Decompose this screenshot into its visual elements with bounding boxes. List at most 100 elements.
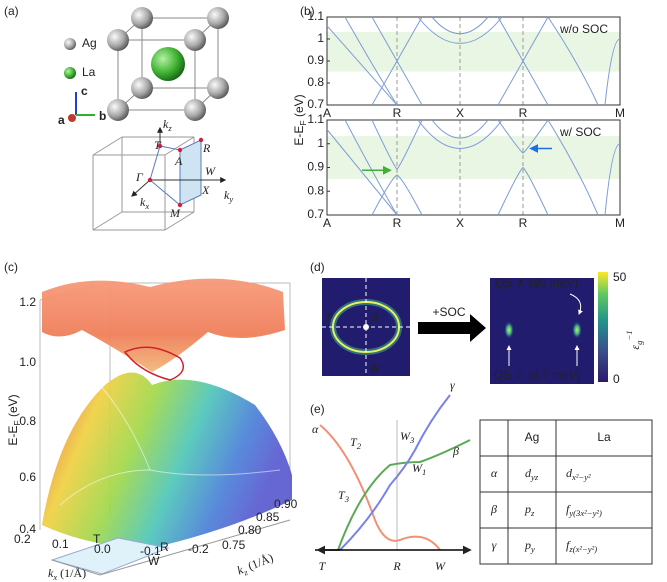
legend-ag	[64, 38, 76, 50]
kz-label: kz (1/Å)	[235, 550, 276, 579]
label-sub: x	[144, 201, 149, 211]
label-rest: (eV)	[6, 394, 20, 420]
bz-point	[148, 178, 152, 182]
panel-label: (a)	[4, 4, 19, 18]
gap-spot	[504, 321, 514, 339]
label-sub: y(3x²−y²)	[568, 508, 602, 518]
ag-atom	[184, 29, 206, 51]
y-tick-label: 1.1	[307, 112, 324, 126]
band-label: β	[452, 444, 459, 458]
figure: (a)AgLacabkzkxkyTRAΓWMX(b)E-EF (eV)1.110…	[0, 0, 667, 582]
la-atom	[151, 47, 185, 81]
panel-label: (e)	[310, 402, 325, 416]
legend-label: Ag	[82, 36, 97, 50]
colorbar	[598, 272, 608, 382]
y-tick-label: 0.8	[307, 183, 324, 197]
kz-tick-label: 0.75	[222, 538, 246, 552]
label-sub: g	[634, 340, 644, 345]
label-sub: 3	[409, 435, 415, 445]
y-tick-label: 0.9	[307, 53, 324, 67]
table-cell: dx²−y²	[566, 466, 591, 482]
x-tick-label: M	[615, 106, 625, 120]
crossing-label: W3	[400, 429, 415, 445]
bz-point-label: M	[169, 206, 181, 220]
bz-label: kz	[163, 117, 172, 133]
soc-window	[327, 136, 620, 179]
band-label: γ	[450, 378, 455, 392]
band-gamma	[340, 395, 450, 550]
label-sub: y	[530, 544, 535, 554]
kz-tick-label: 0.85	[256, 510, 280, 524]
crossing-label: T3	[338, 488, 350, 504]
table-header: La	[597, 430, 611, 444]
label-rest: (1/Å)	[243, 550, 275, 574]
qs-label: QS ✗ (80 meV)	[495, 276, 578, 290]
k-point-label: W	[370, 361, 381, 375]
k-point-label: W	[148, 554, 160, 568]
label-base: E-E	[292, 126, 306, 146]
ag-atom	[184, 99, 206, 121]
band-label: α	[312, 422, 319, 436]
ag-atom	[207, 77, 229, 99]
legend-label: La	[82, 65, 96, 79]
plot-note: w/ SOC	[559, 125, 602, 139]
k-point-label: R	[392, 559, 401, 573]
ag-atom	[207, 7, 229, 29]
table-cell: γ	[492, 538, 497, 552]
bz-point-label: Γ	[135, 170, 144, 184]
k-point-label: R	[160, 540, 169, 554]
label-sub: z	[530, 508, 535, 518]
label-sub: z(x²−y²)	[568, 544, 597, 554]
label-sub: z	[167, 123, 172, 133]
label-sub: 1	[422, 467, 426, 477]
x-tick-label: M	[615, 216, 625, 230]
label-base: p	[524, 538, 531, 552]
table-cell: dyz	[525, 466, 539, 482]
ag-atom	[107, 99, 129, 121]
axis-a	[68, 114, 76, 122]
k-point-label: T	[93, 532, 101, 546]
panel-label: (c)	[4, 260, 18, 274]
x-tick-label: A	[323, 106, 331, 120]
ag-atom	[131, 77, 153, 99]
x-tick-label: X	[456, 216, 464, 230]
kx-tick-label: 0.2	[14, 532, 31, 546]
table-cell: fz(x²−y²)	[566, 538, 597, 554]
x-tick-label: A	[323, 216, 331, 230]
table-cell: α	[491, 466, 498, 480]
y-tick-label: 0.7	[307, 97, 324, 111]
legend-la	[64, 67, 76, 79]
band	[372, 175, 422, 215]
x-tick-label: R	[393, 216, 402, 230]
label-base: p	[524, 502, 531, 516]
label-sub: 2	[357, 441, 362, 451]
qs-label: QS ✓ (6.7 meV)	[494, 368, 581, 382]
k-point-label: W	[435, 559, 446, 573]
bz-point-label: X	[201, 183, 210, 197]
x-tick-label: R	[393, 106, 402, 120]
table-cell: py	[524, 538, 535, 554]
bz-plane	[180, 140, 201, 205]
k-point-label: R	[371, 310, 380, 324]
panel-label: (d)	[310, 260, 325, 274]
bz-label: kx	[140, 195, 149, 211]
y-tick-label: 0.7	[307, 207, 324, 221]
gap-spot	[572, 321, 582, 339]
label-sup: −1	[624, 330, 634, 340]
label-sub: yz	[530, 472, 539, 482]
bz-point-label: A	[174, 154, 183, 168]
axis-label: a	[58, 113, 65, 127]
ag-atom	[131, 7, 153, 29]
bz-point-label: W	[205, 164, 216, 178]
bz-edge	[93, 212, 122, 230]
z-tick-label: 0.8	[19, 414, 36, 428]
bz-point-label: R	[202, 141, 211, 155]
k-point-label: T	[319, 559, 327, 573]
axis-label: b	[99, 109, 106, 123]
kz-tick-label: 0.80	[238, 523, 262, 537]
table-cell: fy(3x²−y²)	[566, 502, 602, 518]
upper-surface	[42, 279, 285, 372]
y-tick-label: 1	[317, 136, 324, 150]
label-rest: (1/Å)	[57, 566, 86, 580]
label-rest: (eV)	[292, 94, 306, 120]
